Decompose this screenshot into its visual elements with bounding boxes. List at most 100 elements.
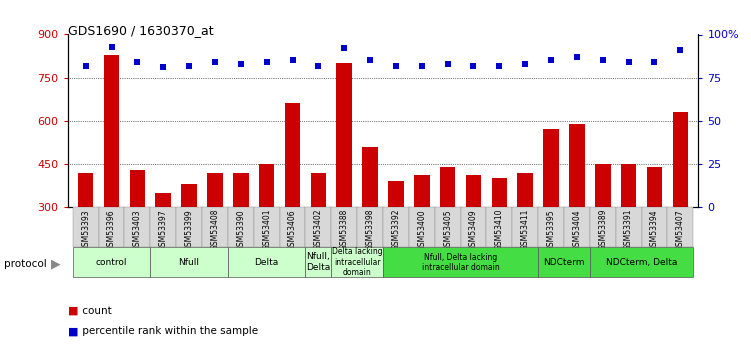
- Text: NDCterm, Delta: NDCterm, Delta: [606, 258, 677, 267]
- Bar: [285, 104, 300, 293]
- Text: GSM53400: GSM53400: [418, 209, 427, 250]
- Text: GSM53410: GSM53410: [495, 209, 504, 250]
- Text: protocol: protocol: [4, 259, 47, 269]
- Bar: [569, 124, 585, 293]
- Bar: [336, 63, 352, 293]
- Bar: [233, 172, 249, 293]
- Text: GSM53393: GSM53393: [81, 209, 90, 250]
- Bar: [228, 207, 254, 247]
- Text: GSM53407: GSM53407: [676, 209, 685, 250]
- Bar: [181, 184, 197, 293]
- Bar: [254, 207, 279, 247]
- Bar: [207, 172, 223, 293]
- Bar: [538, 247, 590, 277]
- Bar: [383, 247, 538, 277]
- Bar: [176, 207, 202, 247]
- Text: GSM53406: GSM53406: [288, 209, 297, 250]
- Bar: [155, 193, 171, 293]
- Point: [467, 63, 479, 68]
- Bar: [279, 207, 306, 247]
- Text: GSM53388: GSM53388: [339, 209, 348, 250]
- Text: GSM53394: GSM53394: [650, 209, 659, 250]
- Bar: [590, 247, 693, 277]
- Text: GSM53391: GSM53391: [624, 209, 633, 250]
- Bar: [435, 207, 460, 247]
- Bar: [414, 175, 430, 293]
- Bar: [668, 207, 693, 247]
- Point: [674, 47, 686, 53]
- Point: [364, 58, 376, 63]
- Point: [571, 54, 583, 60]
- Point: [261, 59, 273, 65]
- Bar: [543, 129, 559, 293]
- Bar: [311, 172, 326, 293]
- Bar: [595, 164, 611, 293]
- Text: control: control: [96, 258, 127, 267]
- Text: percentile rank within the sample: percentile rank within the sample: [79, 326, 258, 336]
- Bar: [362, 147, 378, 293]
- Text: GSM53389: GSM53389: [599, 209, 608, 250]
- Bar: [460, 207, 487, 247]
- Bar: [202, 207, 228, 247]
- Text: GSM53409: GSM53409: [469, 209, 478, 250]
- Point: [235, 61, 247, 67]
- Bar: [306, 247, 331, 277]
- Bar: [647, 167, 662, 293]
- Bar: [331, 247, 383, 277]
- Point: [442, 61, 454, 67]
- Bar: [104, 55, 119, 293]
- Text: GDS1690 / 1630370_at: GDS1690 / 1630370_at: [68, 24, 213, 37]
- Text: Delta: Delta: [255, 258, 279, 267]
- Point: [338, 46, 350, 51]
- Point: [183, 63, 195, 68]
- Text: GSM53398: GSM53398: [366, 209, 375, 250]
- Text: GSM53392: GSM53392: [391, 209, 400, 250]
- Point: [209, 59, 221, 65]
- Text: count: count: [79, 306, 112, 315]
- Bar: [641, 207, 668, 247]
- Text: GSM53397: GSM53397: [158, 209, 167, 250]
- Text: Delta lacking
intracellular
domain: Delta lacking intracellular domain: [332, 247, 382, 277]
- Bar: [150, 207, 176, 247]
- Bar: [331, 207, 357, 247]
- Point: [597, 58, 609, 63]
- Bar: [440, 167, 455, 293]
- Bar: [78, 172, 93, 293]
- Point: [545, 58, 557, 63]
- Bar: [357, 207, 383, 247]
- Bar: [590, 207, 616, 247]
- Point: [157, 65, 169, 70]
- Bar: [564, 207, 590, 247]
- Text: GSM53403: GSM53403: [133, 209, 142, 250]
- Bar: [73, 207, 98, 247]
- Bar: [517, 172, 533, 293]
- Text: Nfull, Delta lacking
intracellular domain: Nfull, Delta lacking intracellular domai…: [422, 253, 499, 272]
- Point: [648, 59, 660, 65]
- Text: Nfull: Nfull: [179, 258, 200, 267]
- Point: [390, 63, 402, 68]
- Text: GSM53402: GSM53402: [314, 209, 323, 250]
- Text: GSM53401: GSM53401: [262, 209, 271, 250]
- Text: GSM53408: GSM53408: [210, 209, 219, 250]
- Text: GSM53399: GSM53399: [185, 209, 194, 250]
- Text: GSM53396: GSM53396: [107, 209, 116, 250]
- Bar: [466, 175, 481, 293]
- Text: GSM53404: GSM53404: [572, 209, 581, 250]
- Bar: [150, 247, 228, 277]
- Text: GSM53405: GSM53405: [443, 209, 452, 250]
- Bar: [306, 207, 331, 247]
- Bar: [130, 170, 145, 293]
- Point: [519, 61, 531, 67]
- Point: [131, 59, 143, 65]
- Bar: [125, 207, 150, 247]
- Text: NDCterm: NDCterm: [543, 258, 585, 267]
- Bar: [673, 112, 688, 293]
- Point: [493, 63, 505, 68]
- Bar: [487, 207, 512, 247]
- Text: Nfull,
Delta: Nfull, Delta: [306, 253, 330, 272]
- Bar: [512, 207, 538, 247]
- Bar: [73, 247, 150, 277]
- Point: [312, 63, 324, 68]
- Bar: [98, 207, 125, 247]
- Point: [106, 44, 118, 49]
